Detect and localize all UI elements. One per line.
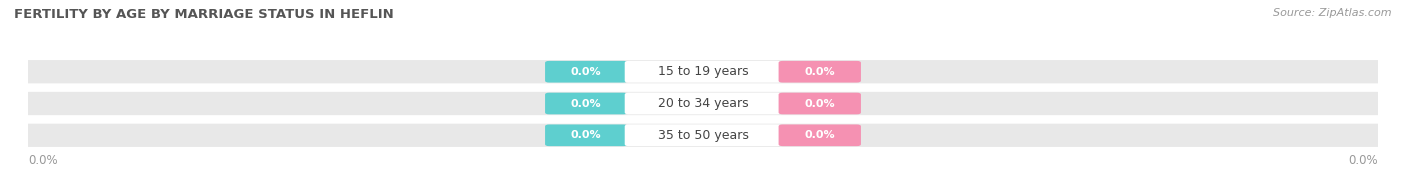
FancyBboxPatch shape xyxy=(25,59,1381,85)
Text: 0.0%: 0.0% xyxy=(28,154,58,167)
Text: 15 to 19 years: 15 to 19 years xyxy=(658,65,748,78)
FancyBboxPatch shape xyxy=(624,93,782,114)
FancyBboxPatch shape xyxy=(546,124,627,146)
Text: Source: ZipAtlas.com: Source: ZipAtlas.com xyxy=(1274,8,1392,18)
Text: 0.0%: 0.0% xyxy=(571,99,602,109)
FancyBboxPatch shape xyxy=(25,122,1381,148)
Text: 0.0%: 0.0% xyxy=(804,99,835,109)
FancyBboxPatch shape xyxy=(779,93,860,114)
FancyBboxPatch shape xyxy=(779,61,860,83)
FancyBboxPatch shape xyxy=(546,93,627,114)
Text: 0.0%: 0.0% xyxy=(1348,154,1378,167)
FancyBboxPatch shape xyxy=(25,91,1381,117)
Text: FERTILITY BY AGE BY MARRIAGE STATUS IN HEFLIN: FERTILITY BY AGE BY MARRIAGE STATUS IN H… xyxy=(14,8,394,21)
FancyBboxPatch shape xyxy=(779,124,860,146)
FancyBboxPatch shape xyxy=(624,61,782,83)
Text: 0.0%: 0.0% xyxy=(571,130,602,140)
FancyBboxPatch shape xyxy=(624,124,782,146)
Text: 0.0%: 0.0% xyxy=(804,130,835,140)
Text: 35 to 50 years: 35 to 50 years xyxy=(658,129,748,142)
Text: 0.0%: 0.0% xyxy=(804,67,835,77)
FancyBboxPatch shape xyxy=(546,61,627,83)
Text: 0.0%: 0.0% xyxy=(571,67,602,77)
Text: 20 to 34 years: 20 to 34 years xyxy=(658,97,748,110)
